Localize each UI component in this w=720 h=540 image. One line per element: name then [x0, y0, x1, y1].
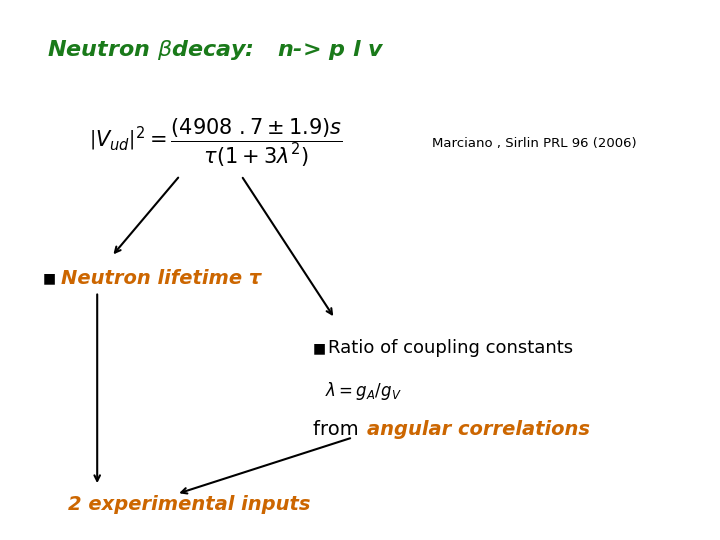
Text: Marciano , Sirlin PRL 96 (2006): Marciano , Sirlin PRL 96 (2006) [432, 137, 636, 150]
Text: Neutron lifetime τ: Neutron lifetime τ [61, 268, 261, 288]
Text: ■: ■ [313, 341, 326, 355]
Text: angular correlations: angular correlations [367, 420, 590, 439]
Text: Ratio of coupling constants: Ratio of coupling constants [328, 339, 572, 357]
Text: Neutron $\beta$decay:   n-> p l v: Neutron $\beta$decay: n-> p l v [47, 38, 384, 62]
Text: $\left|V_{ud}\right|^2 = \dfrac{(4908\ .7 \pm 1.9)s}{\tau\left(1 + 3\lambda^2\ri: $\left|V_{ud}\right|^2 = \dfrac{(4908\ .… [89, 117, 343, 169]
Text: $\lambda = g_A/g_V$: $\lambda = g_A/g_V$ [325, 381, 402, 402]
Text: ■: ■ [43, 271, 56, 285]
Text: from: from [313, 420, 365, 439]
Text: 2 experimental inputs: 2 experimental inputs [68, 495, 311, 515]
